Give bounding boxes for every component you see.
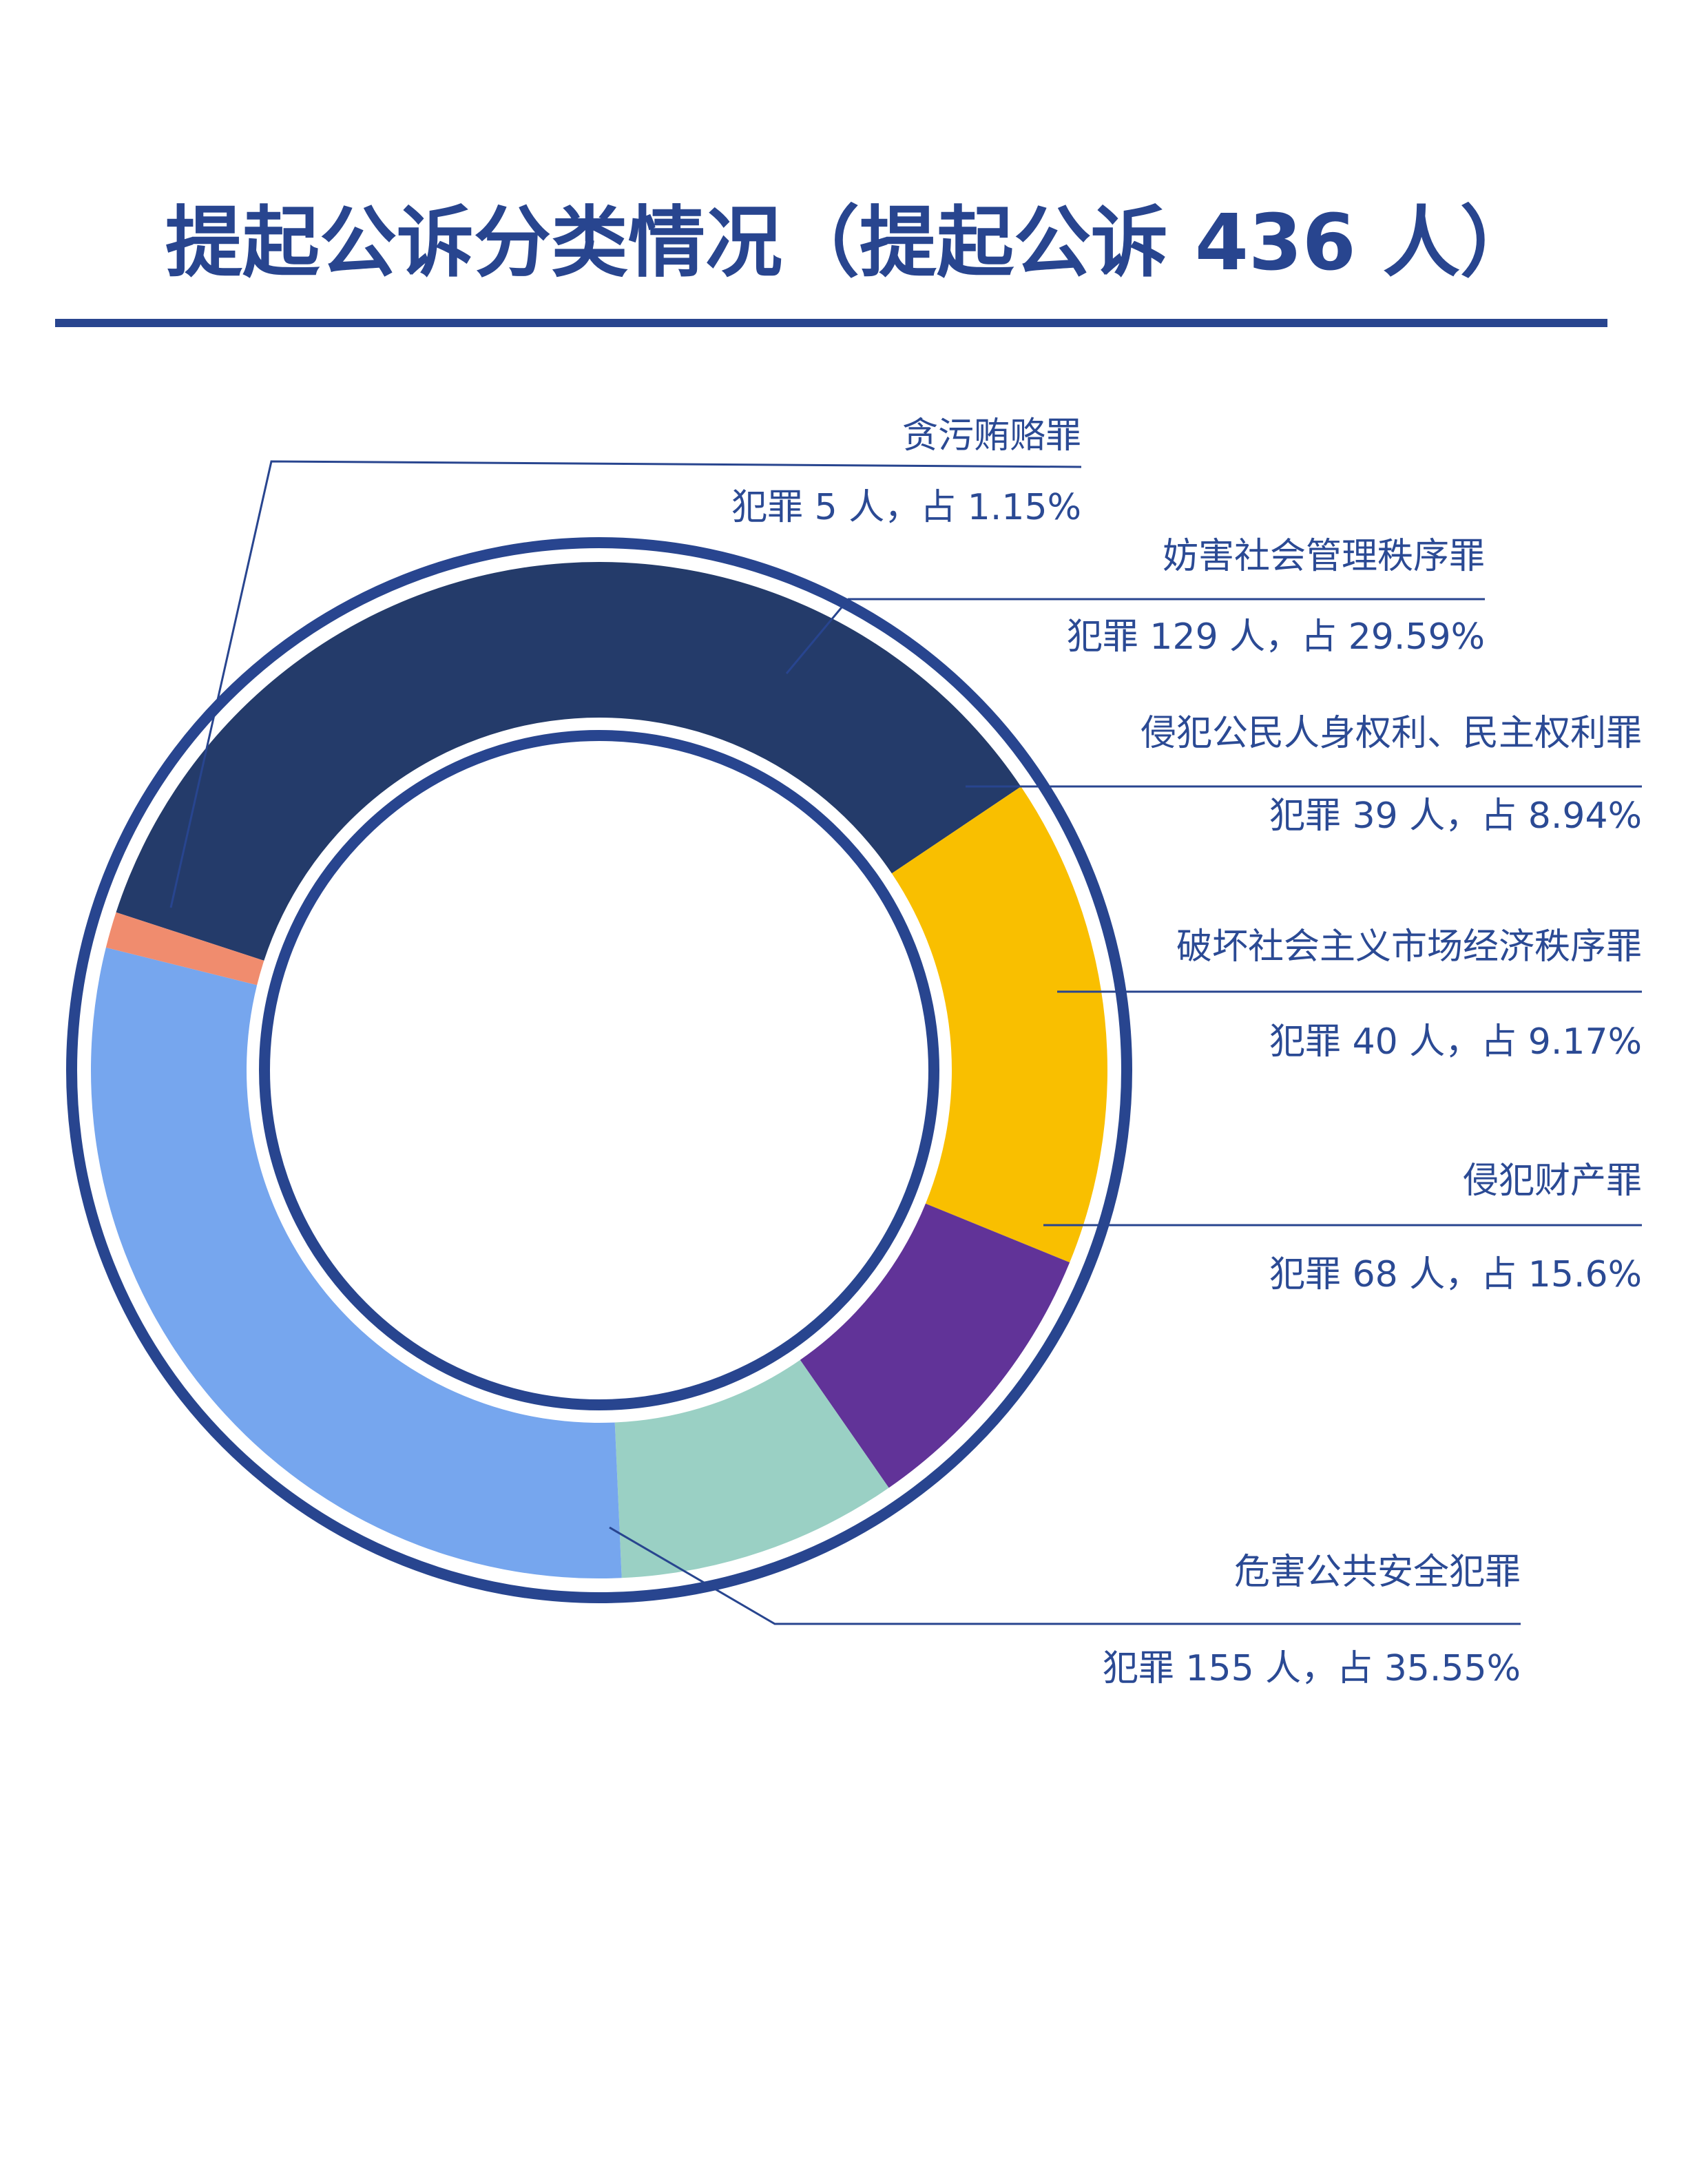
- chart-title: 提起公诉分类情况（提起公诉 436 人）: [165, 198, 1537, 288]
- outer-ring: [66, 537, 1132, 1603]
- slice-info-3: 犯罪 39 人，占 8.94%: [1269, 795, 1642, 837]
- leader-line-0: [609, 1526, 1521, 1625]
- slice-label-1: 侵犯财产罪: [1463, 1160, 1642, 1202]
- chart-leader-lines: [169, 460, 1642, 1625]
- chart-frame: [66, 537, 1132, 1603]
- slice-1: [891, 786, 1108, 1263]
- slice-label-3: 侵犯公民人身权利、民主权利罪: [1141, 713, 1642, 754]
- inner-ring: [259, 730, 939, 1410]
- leader-line-5: [169, 460, 1082, 908]
- slice-label-2: 破坏社会主义市场经济秩序罪: [1176, 926, 1642, 968]
- slice-3: [614, 1359, 889, 1578]
- slice-4: [91, 947, 622, 1578]
- slice-label-4: 妨害社会管理秩序罪: [1163, 536, 1485, 577]
- slice-info-1: 犯罪 68 人，占 15.6%: [1269, 1254, 1642, 1295]
- leader-line-4: [785, 598, 1485, 674]
- slice-label-0: 危害公共安全犯罪: [1234, 1552, 1521, 1593]
- chart-slices: [91, 562, 1108, 1578]
- slice-0: [116, 562, 1021, 961]
- slice-5: [105, 912, 264, 985]
- slice-2: [800, 1203, 1070, 1488]
- slice-info-2: 犯罪 40 人，占 9.17%: [1269, 1021, 1642, 1063]
- slice-info-0: 犯罪 155 人，占 35.55%: [1103, 1648, 1521, 1689]
- title-divider: [55, 319, 1607, 327]
- slice-info-4: 犯罪 129 人，占 29.59%: [1067, 616, 1485, 658]
- slice-info-5: 犯罪 5 人，占 1.15%: [731, 487, 1081, 528]
- slice-label-5: 贪污贿赂罪: [902, 415, 1081, 457]
